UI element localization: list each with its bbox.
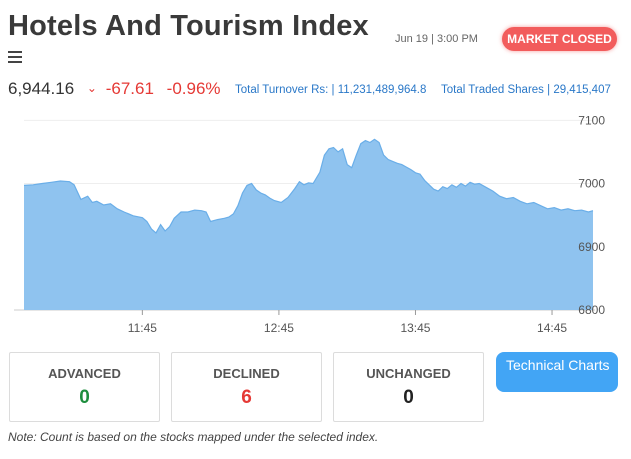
advanced-count-card: ADVANCED 0 bbox=[9, 352, 160, 422]
total-turnover: Total Turnover Rs: | 11,231,489,964.8 bbox=[235, 84, 426, 96]
total-traded-shares: Total Traded Shares | 29,415,407 bbox=[441, 84, 611, 96]
chart-line bbox=[23, 138, 594, 234]
technical-charts-button[interactable]: Technical Charts bbox=[496, 352, 618, 392]
index-change-percent: -0.96% bbox=[166, 79, 221, 98]
last-updated-time: Jun 19 | 3:00 PM bbox=[395, 33, 478, 45]
page-title: Hotels And Tourism Index bbox=[8, 10, 369, 42]
index-value: 6,944.16 bbox=[8, 79, 75, 98]
price-summary: 6,944.16 ⌄ -67.61 -0.96% bbox=[8, 79, 221, 99]
unchanged-value: 0 bbox=[403, 387, 414, 408]
declined-count-card: DECLINED 6 bbox=[171, 352, 322, 422]
advanced-value: 0 bbox=[79, 387, 90, 408]
y-tick-label: 6800 bbox=[578, 303, 605, 317]
y-tick-label: 6900 bbox=[578, 240, 605, 254]
menu-line-icon bbox=[8, 56, 22, 58]
x-tick-label: 14:45 bbox=[537, 321, 567, 335]
turnover-value: 11,231,489,964.8 bbox=[337, 84, 427, 96]
x-tick-label: 13:45 bbox=[400, 321, 430, 335]
footnote: Note: Count is based on the stocks mappe… bbox=[8, 430, 379, 444]
y-tick-label: 7000 bbox=[578, 177, 605, 191]
index-area-chart[interactable]: 6800 6900 7000 7100 11:45 12:45 13:45 14:45 bbox=[0, 108, 631, 340]
declined-label: DECLINED bbox=[213, 366, 280, 381]
hamburger-menu-icon[interactable] bbox=[8, 51, 22, 63]
chart-area-fill bbox=[24, 139, 593, 310]
turnover-label: Total Turnover Rs: | bbox=[235, 84, 335, 96]
shares-value: 29,415,407 bbox=[553, 84, 611, 96]
chevron-down-icon: ⌄ bbox=[86, 81, 97, 95]
index-change: -67.61 bbox=[105, 79, 154, 98]
shares-label: Total Traded Shares | bbox=[441, 84, 551, 96]
unchanged-label: UNCHANGED bbox=[366, 366, 451, 381]
menu-line-icon bbox=[8, 51, 22, 53]
y-tick-label: 7100 bbox=[578, 113, 605, 127]
menu-line-icon bbox=[8, 61, 22, 63]
market-status-badge: MARKET CLOSED bbox=[502, 27, 617, 51]
advanced-label: ADVANCED bbox=[48, 366, 121, 381]
declined-value: 6 bbox=[241, 387, 252, 408]
x-tick-label: 12:45 bbox=[264, 321, 294, 335]
unchanged-count-card: UNCHANGED 0 bbox=[333, 352, 484, 422]
x-tick-label: 11:45 bbox=[128, 321, 157, 335]
